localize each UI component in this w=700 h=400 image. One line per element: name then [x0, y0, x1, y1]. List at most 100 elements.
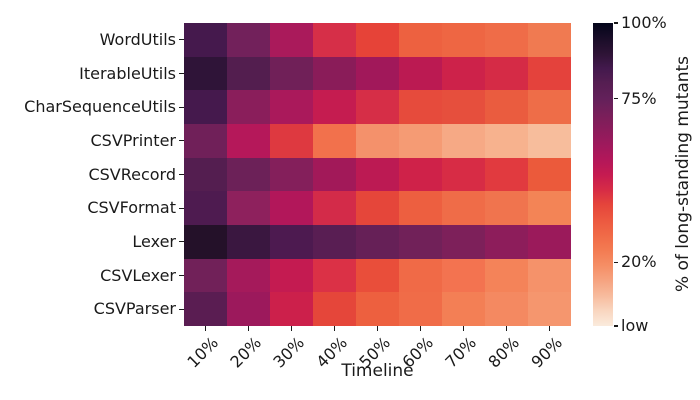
colorbar-tick-mark	[614, 261, 618, 263]
y-tick-label: CSVPrinter	[90, 130, 177, 150]
x-tick-mark	[548, 326, 551, 331]
heatmap-cell	[442, 124, 485, 158]
x-axis-title: Timeline	[341, 361, 414, 381]
heatmap-cell	[442, 90, 485, 124]
heatmap-cell	[485, 225, 528, 259]
heatmap-cell	[313, 56, 356, 91]
heatmap-cell	[528, 124, 571, 158]
y-tick-label: CSVLexer	[100, 265, 176, 285]
y-tick-mark	[179, 140, 184, 142]
heatmap-cell	[528, 56, 571, 91]
heatmap-cell	[399, 56, 442, 91]
heatmap-cell	[270, 225, 313, 259]
colorbar: 100% 75% 20% low	[593, 15, 667, 334]
heatmap-cell	[399, 90, 442, 124]
heatmap-cell	[313, 23, 356, 57]
heatmap-cell	[184, 292, 227, 326]
heatmap-cell	[184, 56, 227, 91]
x-tick-mark	[462, 326, 465, 331]
heatmap-cell	[356, 23, 399, 57]
heatmap-cell	[356, 225, 399, 259]
heatmap-cell	[485, 191, 528, 225]
heatmap-cell	[485, 56, 528, 91]
heatmap-cell	[399, 124, 442, 158]
heatmap-cell	[270, 124, 313, 158]
heatmap-cell	[184, 225, 227, 259]
heatmap-cell	[528, 258, 571, 293]
y-tick-mark	[179, 72, 184, 75]
heatmap-cell	[270, 258, 313, 293]
heatmap-cell	[485, 90, 528, 124]
colorbar-tick-mark	[614, 22, 618, 24]
heatmap-cell	[270, 157, 313, 192]
heatmap-cell	[227, 292, 270, 326]
heatmap-cell	[184, 23, 227, 57]
heatmap-cell	[313, 124, 356, 158]
x-tick-mark	[376, 326, 379, 331]
heatmap-cell	[313, 90, 356, 124]
heatmap-cell	[270, 56, 313, 91]
colorbar-tick-mark	[614, 325, 618, 327]
x-tick-mark	[419, 326, 422, 331]
heatmap-cell	[184, 90, 227, 124]
x-tick-mark	[505, 326, 508, 331]
y-tick-mark	[179, 39, 184, 41]
heatmap-cell	[399, 23, 442, 57]
colorbar-tick-label: 75%	[621, 88, 657, 108]
y-tick-label: Lexer	[132, 231, 176, 251]
heatmap-cell	[399, 157, 442, 192]
heatmap-cell	[485, 292, 528, 326]
heatmap-cell	[227, 56, 270, 91]
heatmap-cell	[399, 292, 442, 326]
heatmap-cell	[528, 157, 571, 192]
heatmap-cell	[184, 157, 227, 192]
heatmap-cell	[313, 191, 356, 225]
heatmap-cell	[313, 225, 356, 259]
heatmap-cell	[270, 90, 313, 124]
heatmap-cell	[356, 292, 399, 326]
heatmap-cell	[442, 157, 485, 192]
heatmap-cell	[313, 292, 356, 326]
heatmap-cell	[356, 124, 399, 158]
y-tick-label: CSVParser	[93, 299, 176, 319]
heatmap-cell	[227, 157, 270, 192]
x-tick-mark	[333, 326, 336, 331]
heatmap-cell	[270, 292, 313, 326]
heatmap-cell	[270, 23, 313, 57]
heatmap-cell	[442, 56, 485, 91]
heatmap-cell	[227, 258, 270, 293]
heatmap-cell	[485, 124, 528, 158]
heatmap-cell	[485, 258, 528, 293]
y-tick-mark	[179, 207, 184, 209]
heatmap-cell	[184, 191, 227, 225]
heatmap-cell	[442, 23, 485, 57]
y-tick-mark	[179, 106, 184, 108]
y-tick-label: IterableUtils	[79, 63, 176, 83]
heatmap-cell	[442, 292, 485, 326]
heatmap-cell	[442, 191, 485, 225]
y-tick-mark	[179, 173, 184, 176]
heatmap-cell	[227, 90, 270, 124]
y-tick-label: CSVFormat	[87, 198, 176, 218]
heatmap-cell	[227, 225, 270, 259]
heatmap-cell	[356, 90, 399, 124]
heatmap-cell	[399, 191, 442, 225]
heatmap-cell	[227, 124, 270, 158]
heatmap-cell	[270, 191, 313, 225]
heatmap-cell	[313, 258, 356, 293]
colorbar-title: % of long-standing mutants	[673, 55, 693, 293]
heatmap-cell	[442, 225, 485, 259]
y-tick-label: CSVRecord	[88, 164, 176, 184]
heatmap-cell	[485, 157, 528, 192]
colorbar-tick-label: 20%	[621, 252, 657, 272]
heatmap-cell	[227, 191, 270, 225]
heatmap-cell	[399, 258, 442, 293]
heatmap-cell	[356, 157, 399, 192]
heatmap-cell	[528, 191, 571, 225]
heatmap-cell	[528, 90, 571, 124]
heatmap-cell	[485, 23, 528, 57]
heatmap-cell	[399, 225, 442, 259]
heatmap-cell	[356, 191, 399, 225]
heatmap-cell	[313, 157, 356, 192]
